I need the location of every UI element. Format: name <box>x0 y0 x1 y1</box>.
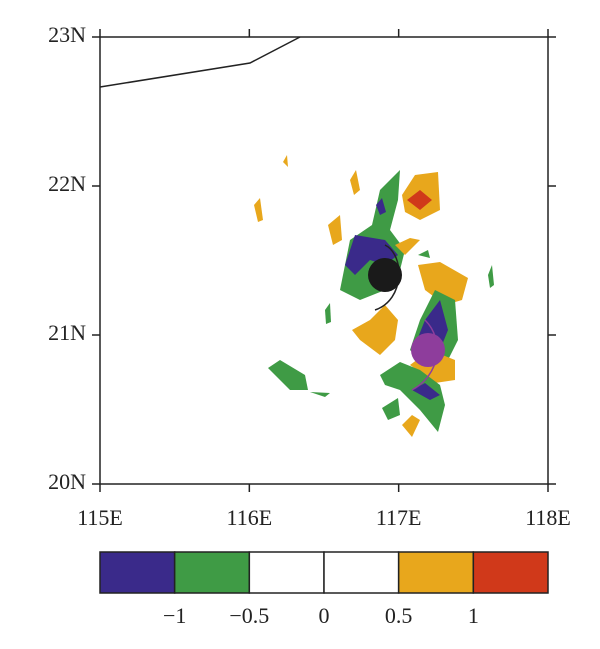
colorbar-box <box>397 551 475 594</box>
x-tick-label: 118E <box>525 505 571 530</box>
contour <box>418 250 430 258</box>
x-tick-label: 117E <box>376 505 422 530</box>
contour <box>395 238 420 255</box>
contour <box>328 215 342 245</box>
y-tick-label: 22N <box>48 171 86 196</box>
colorbar-label: 0 <box>319 603 330 628</box>
colorbar-label: 1 <box>468 603 479 628</box>
contour <box>412 383 440 400</box>
storm-center <box>411 333 445 367</box>
colorbar-label: 0.5 <box>385 603 413 628</box>
y-tick-label: 21N <box>48 320 86 345</box>
contour <box>254 198 263 222</box>
colorbar-label: −1 <box>163 603 186 628</box>
contour <box>418 262 468 305</box>
colorbar-label: −0.5 <box>229 603 269 628</box>
contour <box>376 198 386 215</box>
contour <box>350 170 360 195</box>
contour <box>382 398 400 420</box>
contour <box>325 303 331 324</box>
x-tick-label: 115E <box>77 505 123 530</box>
contours <box>254 155 494 437</box>
contour <box>488 265 494 288</box>
contour <box>402 415 420 437</box>
x-tick-label: 116E <box>227 505 273 530</box>
axes: 115E 116E 117E 118E 20N 21N 22N 23N <box>48 22 571 530</box>
storm-center <box>368 258 402 292</box>
map-frame <box>99 36 549 485</box>
y-tick-label: 23N <box>48 22 86 47</box>
contour <box>268 360 308 390</box>
contour <box>345 235 398 275</box>
colorbar-box <box>173 551 251 594</box>
colorbar-box <box>472 551 549 594</box>
y-tick-label: 20N <box>48 469 86 494</box>
contour <box>352 305 398 355</box>
colorbar: −1 −0.5 0 0.5 1 <box>99 551 549 628</box>
contour <box>407 190 432 210</box>
coastline <box>99 36 301 88</box>
colorbar-box <box>99 551 176 594</box>
contour <box>380 362 445 432</box>
colorbar-box <box>323 551 400 594</box>
contour <box>310 392 330 397</box>
colorbar-box <box>248 551 325 594</box>
contour <box>283 155 288 167</box>
